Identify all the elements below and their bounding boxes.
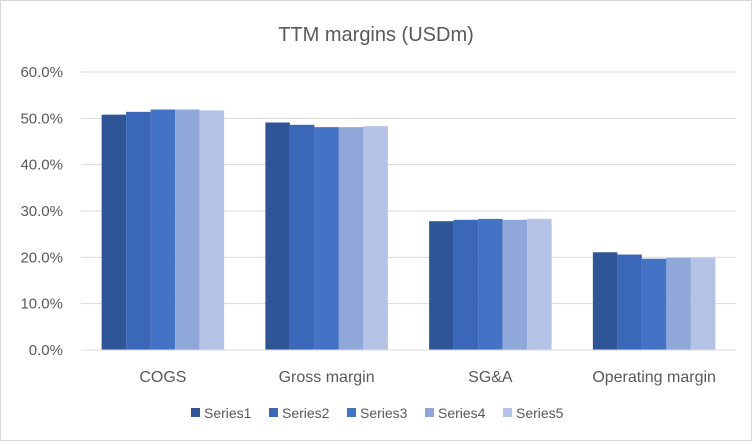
- bar: [363, 126, 388, 351]
- bar: [453, 219, 479, 350]
- legend-swatch: [503, 408, 512, 417]
- legend-swatch: [269, 408, 278, 417]
- y-tick-label: 50.0%: [20, 110, 63, 127]
- y-tick-label: 20.0%: [20, 249, 63, 266]
- legend-swatch: [191, 408, 200, 417]
- x-category-label: COGS: [139, 369, 186, 386]
- x-axis-categories: COGS Gross margin SG&A Operating margin: [139, 369, 716, 386]
- bar: [641, 258, 667, 350]
- legend-label: Series1: [204, 405, 252, 421]
- bar: [338, 127, 364, 351]
- legend: Series1 Series2 Series3 Series4 Series5: [191, 405, 564, 421]
- bar: [666, 257, 691, 350]
- y-tick-label: 0.0%: [29, 342, 63, 359]
- bar: [592, 252, 618, 350]
- bar: [175, 109, 200, 350]
- x-category-label: Gross margin: [279, 369, 375, 386]
- bar: [150, 109, 176, 350]
- legend-label: Series3: [360, 405, 408, 421]
- bar: [502, 219, 528, 350]
- chart-title: TTM margins (USDm): [278, 24, 474, 46]
- y-axis-ticks: 0.0% 10.0% 20.0% 30.0% 40.0% 50.0% 60.0%: [20, 64, 63, 359]
- legend-swatch: [425, 408, 434, 417]
- bar: [101, 114, 127, 350]
- bar: [314, 127, 339, 351]
- bar: [199, 110, 225, 350]
- x-category-label: SG&A: [468, 369, 513, 386]
- legend-label: Series5: [516, 405, 564, 421]
- bar: [265, 122, 290, 351]
- legend-swatch: [347, 408, 356, 417]
- y-tick-label: 60.0%: [20, 64, 63, 81]
- bar: [126, 111, 151, 350]
- bar: [429, 221, 454, 350]
- bar: [289, 124, 315, 350]
- y-tick-label: 10.0%: [20, 296, 63, 313]
- x-category-label: Operating margin: [592, 369, 716, 386]
- bar: [617, 254, 642, 350]
- legend-label: Series2: [282, 405, 330, 421]
- y-tick-label: 30.0%: [20, 203, 63, 220]
- legend-label: Series4: [438, 405, 486, 421]
- bars: [101, 109, 716, 351]
- bar: [478, 218, 503, 350]
- y-tick-label: 40.0%: [20, 157, 63, 174]
- bar: [690, 257, 716, 350]
- bar: [527, 218, 552, 350]
